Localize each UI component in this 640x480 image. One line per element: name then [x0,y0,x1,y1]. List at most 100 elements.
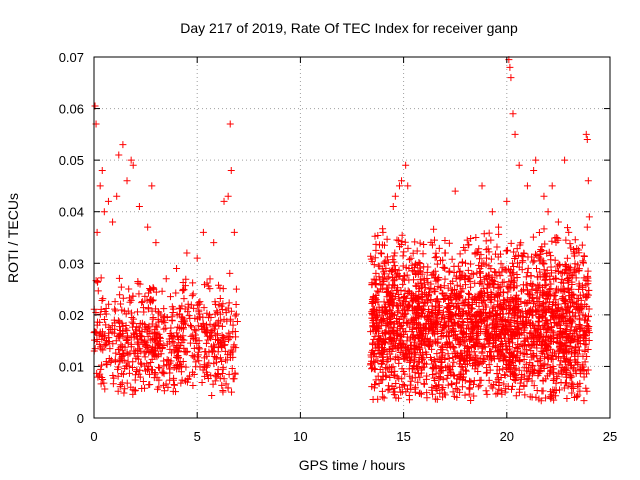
data-point [222,306,230,314]
data-point [520,326,528,334]
data-point [498,268,506,276]
data-point [489,319,497,327]
data-point [438,326,446,334]
data-point [533,352,541,360]
data-point [575,280,583,288]
data-point [163,314,171,322]
data-point [404,385,412,393]
data-point [224,192,232,200]
data-point [381,308,389,316]
y-tick-label: 0.03 [59,256,84,271]
data-point [377,316,385,324]
data-point [571,236,579,244]
data-point [172,388,180,396]
data-point [501,316,509,324]
data-point [407,291,415,299]
data-point [489,277,497,285]
data-point [179,358,187,366]
data-point [406,353,414,361]
data-point [581,300,589,308]
data-point [207,313,215,321]
data-point [563,395,571,403]
data-point [417,279,425,287]
data-point [399,252,407,260]
data-point [460,244,468,252]
data-point [395,182,403,190]
data-point [574,333,582,341]
data-point [445,354,453,362]
data-point [389,289,397,297]
data-point [120,307,128,315]
data-point [396,322,404,330]
data-point [502,305,510,313]
data-point [491,332,499,340]
data-point [218,331,226,339]
data-point [211,353,219,361]
data-point [530,166,538,174]
data-point [137,360,145,368]
data-point [528,377,536,385]
data-point [455,305,463,313]
data-point [412,270,420,278]
data-point [525,364,533,372]
data-point [118,319,126,327]
data-point [420,380,428,388]
data-point [522,318,530,326]
data-point [91,345,99,353]
data-point [118,352,126,360]
data-point [527,272,535,280]
data-point [98,297,106,305]
data-point [135,340,143,348]
data-point [525,310,533,318]
data-point [524,253,532,261]
data-point [582,281,590,289]
data-point [522,273,530,281]
data-point [414,378,422,386]
data-point [484,245,492,253]
data-point [483,284,491,292]
data-point [562,236,570,244]
data-point [479,296,487,304]
y-tick-label: 0.02 [59,308,84,323]
data-point [568,350,576,358]
data-point [155,340,163,348]
data-point [181,305,189,313]
data-point [511,299,519,307]
data-point [216,374,224,382]
data-point [489,280,497,288]
data-point [438,355,446,363]
data-point [447,293,455,301]
data-point [472,234,480,241]
data-point [499,305,507,313]
data-point [206,275,214,283]
data-point [494,322,502,330]
data-point [196,345,204,353]
data-point [483,331,491,339]
data-point [374,357,382,365]
data-point [168,334,176,342]
data-point [549,328,557,336]
data-point [515,302,523,310]
data-point [396,336,404,344]
data-point [214,337,222,345]
data-point [208,332,216,340]
data-point [551,349,559,357]
data-point [576,314,584,322]
data-point [432,253,440,261]
data-point [146,286,154,294]
data-point [583,223,591,231]
data-point [405,391,413,399]
data-point [562,373,570,381]
data-point [443,328,451,336]
data-point [543,328,551,336]
data-point [461,281,469,289]
data-point [487,382,495,390]
data-point [126,298,134,306]
data-point [505,310,513,318]
data-point [423,334,431,342]
data-point [432,385,440,393]
data-point [565,263,573,271]
data-point [478,359,486,367]
y-tick-label: 0.01 [59,359,84,374]
data-point [204,336,212,344]
